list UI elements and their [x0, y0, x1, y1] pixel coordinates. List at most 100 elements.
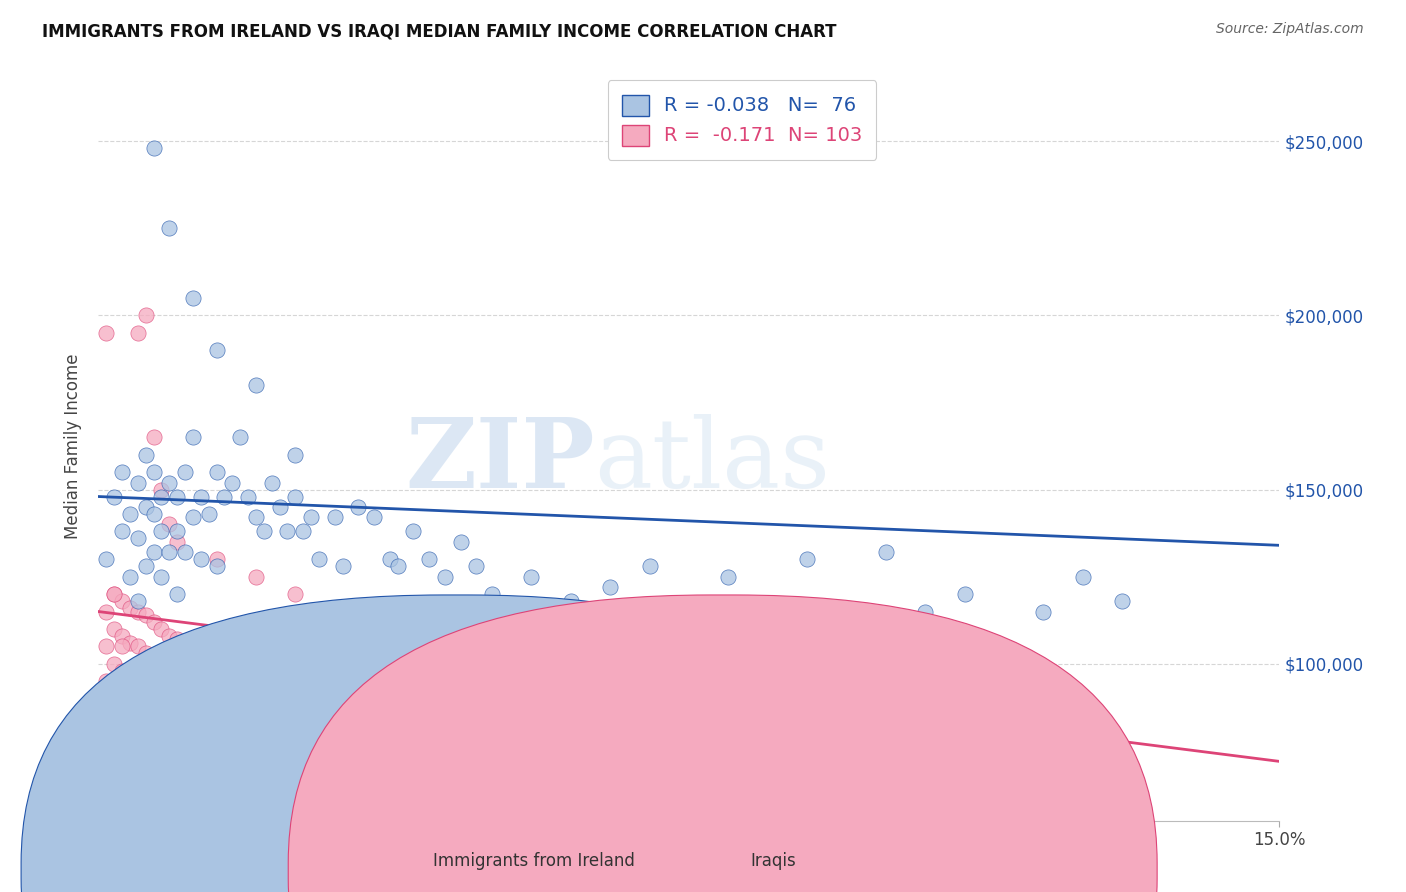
Point: [118, 671, 141, 685]
Point: [299, 510, 322, 524]
Point: [560, 594, 582, 608]
Point: [111, 524, 134, 539]
Point: [236, 490, 259, 504]
Point: [371, 779, 394, 793]
Point: [142, 545, 165, 559]
Point: [465, 559, 488, 574]
Point: [308, 552, 330, 566]
Point: [127, 326, 149, 340]
Point: [441, 803, 464, 817]
Point: [174, 640, 197, 654]
Point: [135, 308, 157, 322]
Point: [96, 640, 118, 654]
Point: [135, 726, 157, 740]
Point: [166, 632, 188, 647]
Point: [181, 291, 204, 305]
Y-axis label: Median Family Income: Median Family Income: [65, 353, 83, 539]
Point: [520, 817, 543, 831]
Point: [103, 587, 125, 601]
Point: [599, 831, 621, 846]
Point: [150, 657, 173, 671]
Point: [142, 465, 165, 479]
Point: [157, 629, 180, 643]
Point: [638, 559, 661, 574]
Point: [197, 698, 219, 713]
Point: [142, 141, 165, 155]
Point: [103, 698, 125, 713]
Point: [166, 747, 188, 762]
Point: [678, 605, 700, 619]
Point: [205, 744, 228, 758]
Point: [118, 636, 141, 650]
Point: [205, 702, 228, 716]
Point: [205, 559, 228, 574]
Point: [229, 430, 252, 444]
Point: [717, 570, 740, 584]
Point: [150, 622, 173, 636]
Point: [339, 764, 361, 779]
Point: [166, 534, 188, 549]
Point: [953, 587, 976, 601]
Point: [127, 532, 149, 546]
Point: [914, 605, 936, 619]
Point: [269, 713, 291, 727]
Point: [135, 607, 157, 622]
Point: [103, 622, 125, 636]
Point: [127, 674, 149, 689]
Point: [190, 552, 212, 566]
Point: [387, 786, 409, 800]
Point: [96, 605, 118, 619]
Point: [127, 720, 149, 734]
Point: [135, 681, 157, 696]
Point: [157, 517, 180, 532]
Point: [142, 684, 165, 698]
Point: [111, 465, 134, 479]
Point: [96, 326, 118, 340]
Point: [127, 605, 149, 619]
Point: [111, 594, 134, 608]
Point: [166, 490, 188, 504]
Point: [284, 726, 307, 740]
Point: [214, 709, 236, 723]
Point: [481, 587, 503, 601]
Point: [835, 866, 858, 880]
Point: [245, 378, 267, 392]
Point: [1032, 605, 1054, 619]
Point: [292, 524, 315, 539]
Point: [229, 726, 252, 740]
Text: IMMIGRANTS FROM IRELAND VS IRAQI MEDIAN FAMILY INCOME CORRELATION CHART: IMMIGRANTS FROM IRELAND VS IRAQI MEDIAN …: [42, 22, 837, 40]
Point: [236, 733, 259, 747]
Point: [387, 559, 409, 574]
Point: [717, 848, 740, 863]
Point: [284, 448, 307, 462]
Point: [299, 740, 322, 755]
Point: [205, 465, 228, 479]
Point: [157, 545, 180, 559]
Point: [260, 475, 283, 490]
Point: [323, 510, 346, 524]
Point: [433, 570, 456, 584]
Point: [166, 524, 188, 539]
Point: [245, 510, 267, 524]
Point: [166, 587, 188, 601]
Point: [181, 726, 204, 740]
Point: [127, 475, 149, 490]
Point: [953, 883, 976, 892]
Point: [236, 688, 259, 702]
Point: [118, 709, 141, 723]
Point: [229, 681, 252, 696]
Point: [520, 570, 543, 584]
Point: [260, 706, 283, 720]
Point: [214, 490, 236, 504]
Point: [197, 657, 219, 671]
Point: [181, 681, 204, 696]
Point: [253, 698, 276, 713]
Point: [638, 838, 661, 852]
Point: [150, 483, 173, 497]
Point: [205, 664, 228, 678]
Point: [378, 552, 401, 566]
Point: [599, 580, 621, 594]
Point: [481, 810, 503, 824]
Point: [157, 709, 180, 723]
Point: [402, 789, 425, 804]
